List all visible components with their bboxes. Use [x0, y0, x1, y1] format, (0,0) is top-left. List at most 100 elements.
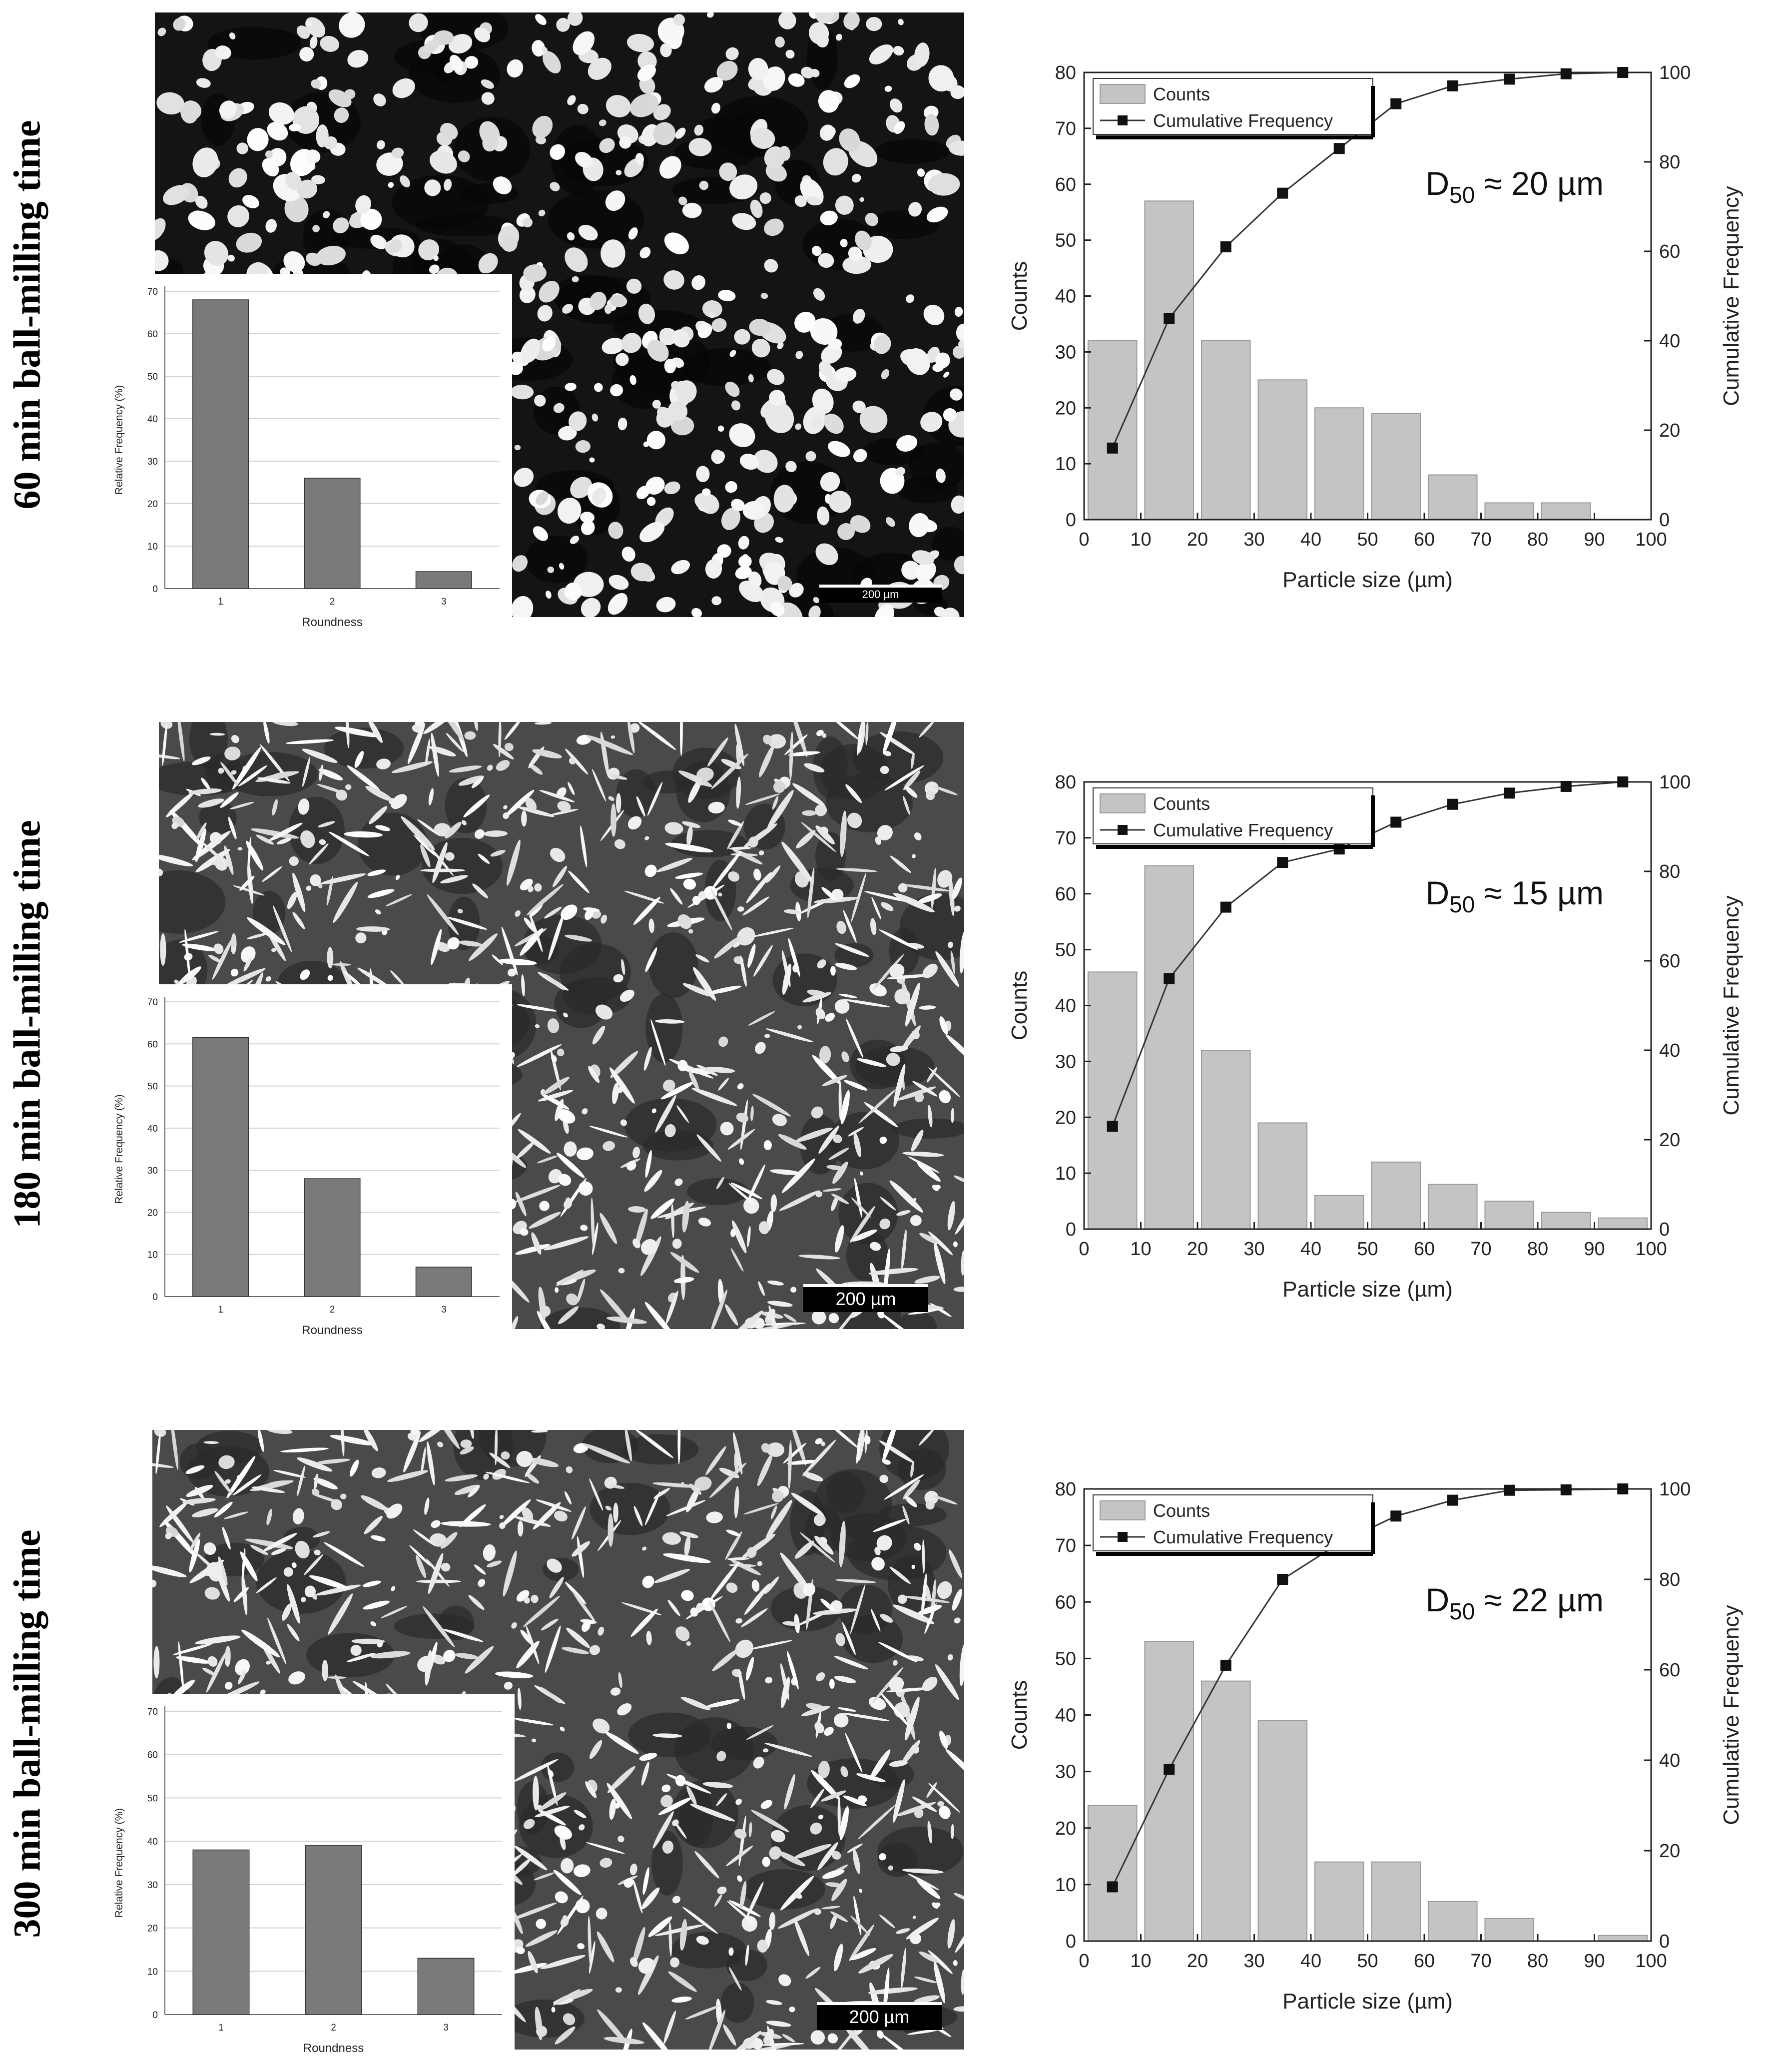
particle: [157, 27, 166, 36]
particle: [659, 156, 681, 179]
particle: [239, 875, 255, 891]
cumulative-marker: [1560, 68, 1572, 79]
particle: [847, 1843, 863, 1853]
particle: [801, 821, 837, 852]
particle: [731, 499, 745, 512]
particle: [812, 416, 824, 428]
y2-tick-label: 100: [1659, 772, 1691, 793]
particle: [518, 806, 555, 817]
particle: [882, 1430, 898, 1462]
particle: [370, 234, 387, 249]
cumulative-marker: [1277, 1574, 1288, 1585]
dark-phase: [645, 993, 683, 1063]
particle: [688, 778, 702, 803]
particle: [155, 218, 166, 241]
count-bar: [1314, 1861, 1364, 1942]
particle: [440, 875, 468, 884]
particle: [512, 1909, 523, 1935]
particle: [514, 1846, 548, 1871]
particle: [336, 789, 348, 801]
particle: [627, 722, 635, 753]
cumulative-marker: [1504, 1484, 1515, 1496]
particle: [608, 796, 614, 801]
particle: [859, 197, 865, 202]
particle: [664, 359, 676, 374]
particle: [551, 347, 558, 354]
particle: [939, 1806, 951, 1819]
particle: [190, 1532, 201, 1551]
particle: [318, 768, 343, 780]
particle: [588, 1066, 600, 1083]
particle: [602, 1141, 615, 1151]
particle: [922, 1539, 925, 1574]
particle: [730, 1182, 763, 1200]
particle: [569, 757, 576, 764]
particle: [782, 2034, 795, 2043]
particle: [886, 1053, 900, 1066]
particle: [852, 400, 866, 413]
particle: [559, 563, 565, 570]
particle: [558, 1306, 579, 1325]
particle: [784, 1774, 795, 1810]
particle: [678, 196, 687, 205]
x-tick-label: 2: [331, 2023, 336, 2033]
particle: [765, 2000, 782, 2005]
y-tick-label: 40: [1055, 286, 1076, 307]
particle: [489, 1452, 511, 1468]
particle: [549, 1576, 564, 1599]
particle: [557, 1153, 585, 1178]
particle: [725, 481, 737, 493]
particle: [478, 853, 490, 864]
particle: [385, 894, 412, 907]
particle: [499, 1522, 506, 1529]
y-tick-label: 70: [147, 287, 158, 297]
dark-phase: [820, 743, 889, 800]
particle: [592, 1025, 605, 1045]
particle: [662, 1532, 681, 1545]
particle: [531, 1738, 537, 1743]
particle: [544, 1236, 589, 1251]
particle: [645, 947, 657, 972]
particle: [748, 571, 762, 588]
particle: [483, 1473, 489, 1480]
particle: [670, 416, 694, 436]
count-bar: [1257, 1122, 1308, 1230]
particle: [535, 722, 552, 725]
particle: [287, 891, 297, 909]
particle: [764, 401, 794, 433]
particle: [558, 1109, 576, 1124]
particle: [363, 1430, 378, 1451]
particle: [817, 1842, 838, 1871]
micrograph-60min: 200 µm: [155, 12, 964, 617]
particle: [230, 968, 239, 977]
y-tick-label: 50: [147, 372, 158, 382]
x-tick-label: 70: [1470, 1951, 1491, 1972]
particle: [639, 522, 665, 543]
particle: [654, 1569, 690, 1583]
cumulative-marker: [1107, 1881, 1118, 1893]
particle: [905, 982, 920, 1027]
legend-swatch-marker: [1118, 115, 1128, 125]
particle: [295, 1540, 310, 1559]
particle: [512, 555, 528, 572]
particle: [553, 1870, 582, 1895]
particle: [799, 1532, 835, 1563]
particle: [630, 1608, 658, 1637]
particle: [820, 1598, 835, 1612]
roundness-bar: [305, 1845, 362, 2015]
particle: [533, 1502, 561, 1530]
particle: [696, 1936, 709, 1945]
cumulative-marker: [1107, 1121, 1118, 1132]
particle: [333, 217, 349, 233]
particle: [418, 239, 440, 260]
particle: [368, 722, 383, 743]
particle: [745, 2044, 792, 2050]
particle: [231, 735, 239, 743]
particle: [737, 1083, 744, 1090]
particle: [705, 559, 722, 579]
particle: [835, 1579, 877, 1583]
particle: [902, 1505, 910, 1525]
particle: [769, 1846, 781, 1860]
particle: [795, 351, 803, 359]
particle: [633, 896, 660, 925]
